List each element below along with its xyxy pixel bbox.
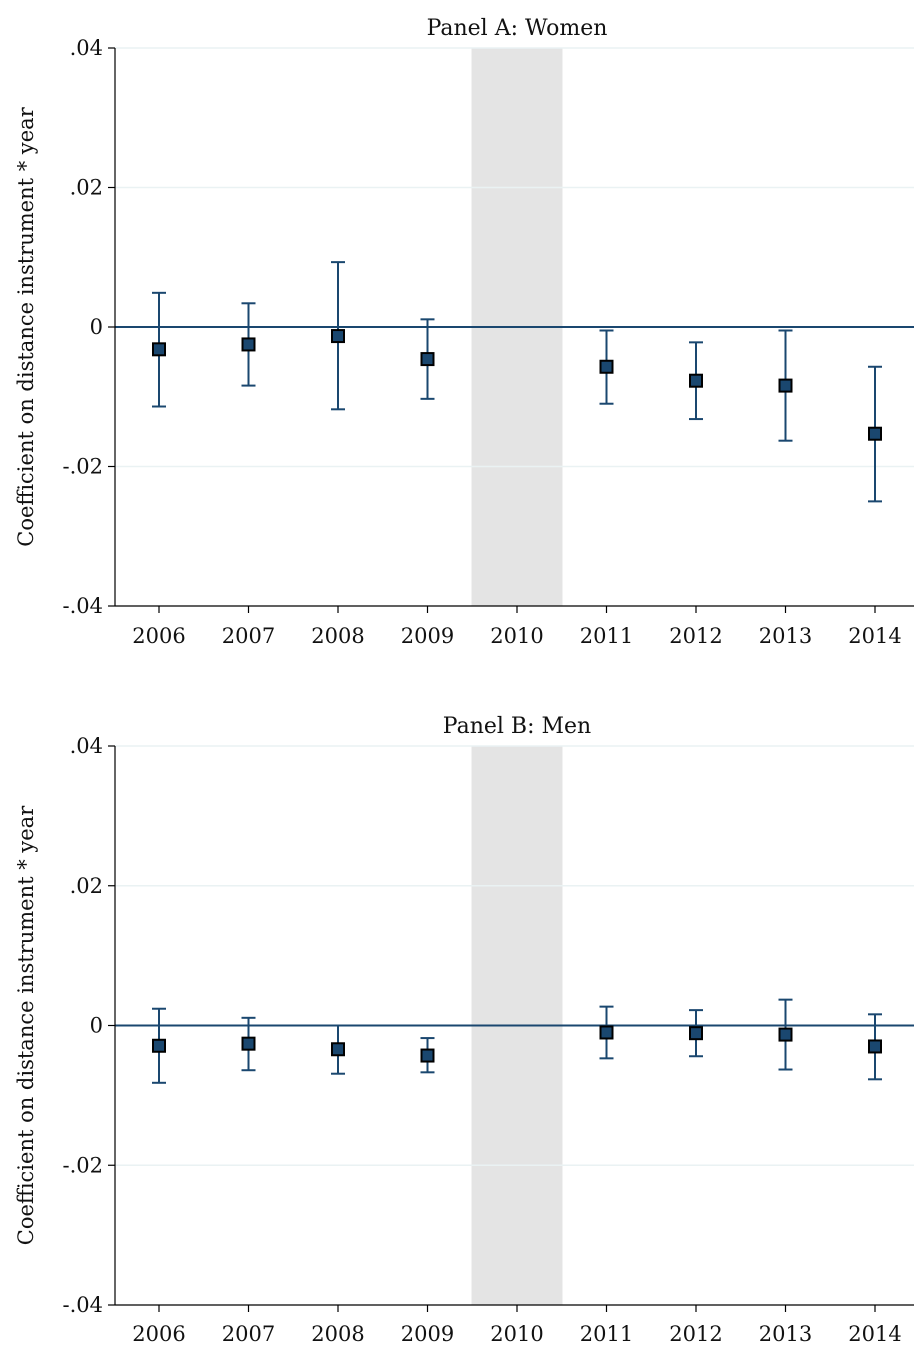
x-tick-label: 2014: [848, 624, 901, 648]
y-tick-label: .04: [70, 36, 103, 60]
estimate-2014: [868, 1013, 882, 1081]
x-tick-label: 2007: [222, 1322, 275, 1346]
x-tick-label: 2010: [490, 624, 543, 648]
point-marker: [599, 1025, 614, 1040]
y-tick-label: 0: [90, 1014, 103, 1038]
panel-b-men: .04 .02 0 -.02 -.04 2006 2007 2008 2009 2010 2011 2…: [14, 714, 914, 1346]
y-axis-label: Coefficient on distance instrument * yea…: [14, 106, 38, 546]
x-tick-label: 2007: [222, 624, 275, 648]
x-tick-label: 2006: [132, 624, 185, 648]
y-tick-label: -.02: [63, 1153, 104, 1177]
point-marker: [599, 359, 614, 374]
estimate-2012: [689, 1009, 703, 1058]
estimate-2006: [152, 291, 166, 408]
x-tick-label: 2009: [401, 1322, 454, 1346]
panel-title: Panel B: Men: [443, 714, 591, 739]
x-tick-label: 2011: [580, 624, 633, 648]
y-tick-label: .02: [70, 176, 103, 200]
y-axis-label: Coefficient on distance instrument * yea…: [14, 805, 38, 1245]
point-marker: [778, 378, 793, 393]
x-tick-label: 2012: [669, 624, 722, 648]
point-marker: [241, 1036, 256, 1051]
x-tick-label: 2009: [401, 624, 454, 648]
y-tick-label: 0: [90, 315, 103, 339]
x-tick-label: 2010: [490, 1322, 543, 1346]
estimate-2011: [599, 1005, 614, 1060]
estimate-2008: [331, 261, 345, 411]
x-tick-label: 2012: [669, 1322, 722, 1346]
panel-title: Panel A: Women: [427, 16, 608, 41]
estimate-2009: [420, 1037, 435, 1074]
y-tick-label: -.02: [63, 455, 104, 479]
estimate-2006: [152, 1007, 166, 1084]
point-marker: [241, 337, 256, 352]
point-marker: [420, 1048, 435, 1063]
x-tick-label: 2008: [311, 624, 364, 648]
estimate-2013: [778, 329, 793, 442]
point-marker: [868, 1039, 882, 1054]
point-marker: [152, 342, 166, 357]
y-tick-label: .04: [70, 734, 103, 758]
y-tick-label: .02: [70, 874, 103, 898]
estimate-2009: [420, 318, 435, 400]
point-marker: [868, 426, 882, 441]
y-tick-label: -.04: [63, 1293, 104, 1317]
x-tick-label: 2011: [580, 1322, 633, 1346]
point-marker: [420, 352, 435, 367]
x-tick-label: 2013: [759, 1322, 812, 1346]
estimate-2008: [331, 1024, 345, 1075]
point-marker: [778, 1027, 793, 1042]
point-marker: [689, 373, 703, 388]
estimate-2007: [241, 1016, 256, 1072]
point-marker: [689, 1026, 703, 1041]
x-tick-label: 2014: [848, 1322, 901, 1346]
estimate-2011: [599, 329, 614, 405]
x-tick-label: 2008: [311, 1322, 364, 1346]
x-tick-label: 2006: [132, 1322, 185, 1346]
estimate-2014: [868, 365, 882, 503]
estimate-2013: [778, 998, 793, 1071]
x-tick-label: 2013: [759, 624, 812, 648]
estimate-2012: [689, 341, 703, 421]
panel-a-women: .04 .02 0 -.02 -.04 2006 2007 2008 2009 2010 2011 2…: [14, 16, 914, 648]
estimate-2007: [241, 302, 256, 387]
point-marker: [331, 1042, 345, 1057]
point-marker: [331, 329, 345, 344]
y-tick-label: -.04: [63, 594, 104, 618]
point-marker: [152, 1038, 166, 1053]
